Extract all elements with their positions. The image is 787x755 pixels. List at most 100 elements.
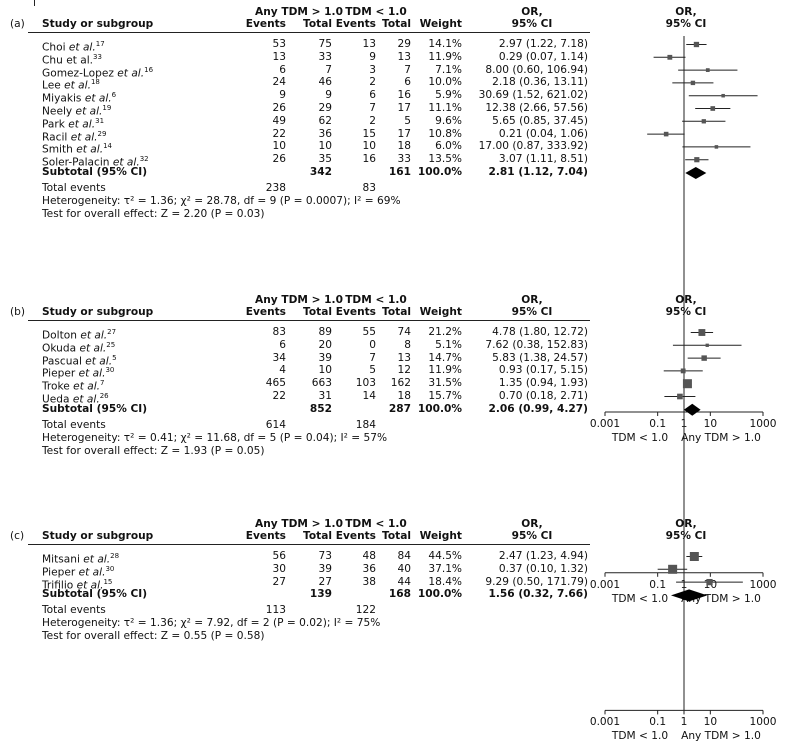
total-events-any: 238: [265, 182, 286, 194]
x-tick-label: 1000: [749, 578, 777, 591]
study-etal: et al.: [76, 579, 104, 592]
study-weight: 15.7%: [428, 390, 462, 402]
events-any: 30: [272, 562, 286, 575]
total-any: 35: [318, 153, 332, 166]
or-point-marker: [689, 552, 699, 561]
plot-header-line2: 95% CI: [665, 530, 707, 542]
plot-header-line1: OR,: [675, 518, 697, 530]
study-weight: 14.1%: [428, 38, 462, 50]
study-name: Dolton et al.27: [42, 326, 116, 343]
weight-header: Weight: [419, 530, 462, 542]
or-point-marker: [668, 564, 678, 574]
events-tdm: 2: [369, 76, 376, 89]
study-ci: 0.93 (0.17, 5.15): [498, 364, 588, 377]
study-name: Chu et al.33: [42, 51, 102, 68]
study-author: Soler-Palacin: [42, 156, 113, 169]
or-point-marker: [693, 41, 700, 48]
study-author: Choi: [42, 41, 69, 54]
subtotal-ci: 2.06 (0.99, 4.27): [488, 402, 589, 415]
or-point-marker: [721, 93, 725, 98]
study-weight: 10.0%: [428, 76, 462, 89]
study-author: Racil: [42, 131, 71, 144]
study-name: Neely et al.19: [42, 102, 111, 119]
heterogeneity-text: Heterogeneity: τ² = 1.36; χ² = 7.92, df …: [42, 617, 381, 630]
study-author: Pascual: [42, 355, 86, 368]
events-any: 6: [279, 63, 286, 76]
study-etal: et al.: [64, 79, 91, 92]
study-weight: 44.5%: [428, 550, 462, 562]
events-any: 9: [279, 89, 286, 102]
tdm-group-header: TDM < 1.0: [345, 518, 407, 530]
study-etal: et al.: [72, 393, 100, 406]
total-any: 75: [318, 38, 332, 50]
axis-right-label: Any TDM > 1.0: [681, 730, 761, 743]
total-header-any: Total: [303, 530, 332, 542]
total-tdm: 8: [404, 338, 411, 351]
study-weight: 11.1%: [428, 102, 462, 114]
subtotal-label: Subtotal (95% CI): [42, 588, 148, 601]
total-events-label: Total events: [42, 418, 106, 431]
study-ci: 7.62 (0.38, 152.83): [485, 338, 588, 351]
events-tdm: 38: [362, 575, 376, 588]
study-weight: 11.9%: [428, 50, 462, 63]
study-reference: 14: [103, 142, 112, 151]
x-tick-label: 1000: [749, 716, 777, 729]
subtotal-total-any: 342: [309, 166, 332, 178]
study-ci: 2.47 (1.23, 4.94): [498, 550, 588, 562]
or-header-line1: OR,: [521, 6, 543, 18]
study-name: Choi et al.17: [42, 38, 105, 55]
total-any: 27: [318, 575, 332, 588]
study-ci: 4.78 (1.80, 12.72): [492, 326, 588, 338]
study-author: Mitsani: [42, 553, 84, 566]
study-author: Miyakis: [42, 92, 85, 105]
study-ci: 5.83 (1.38, 24.57): [492, 351, 588, 364]
total-any: 10: [318, 140, 332, 153]
study-weight: 5.1%: [435, 338, 462, 351]
study-author: Ueda: [42, 393, 73, 406]
total-tdm: 162: [390, 377, 411, 390]
total-events-tdm: 184: [355, 418, 376, 431]
total-tdm: 74: [397, 326, 411, 338]
total-tdm: 17: [397, 127, 411, 140]
subtotal-label: Subtotal (95% CI): [42, 166, 148, 178]
study-ci: 30.69 (1.52, 621.02): [478, 89, 588, 102]
study-etal: et al.: [68, 118, 96, 131]
events-tdm: 55: [362, 326, 376, 338]
study-ci: 0.37 (0.10, 1.32): [498, 562, 588, 575]
study-ci: 1.35 (0.94, 1.93): [498, 377, 588, 390]
events-any: 465: [265, 377, 286, 390]
or-point-marker: [677, 393, 683, 400]
events-tdm: 16: [362, 153, 376, 166]
study-author: Gomez-Lopez: [42, 67, 118, 80]
header-separator: [28, 32, 590, 33]
study-reference: 6: [111, 91, 117, 100]
study-name: Okuda et al.25: [42, 339, 115, 356]
events-tdm: 36: [362, 562, 376, 575]
study-author: Pieper: [42, 367, 79, 380]
events-any: 26: [272, 153, 286, 166]
total-any: 33: [318, 50, 332, 63]
study-ci: 12.38 (2.66, 57.56): [485, 102, 588, 114]
total-events-tdm: 83: [362, 182, 376, 194]
or-point-marker: [701, 355, 707, 361]
events-any: 49: [272, 114, 286, 127]
events-header-tdm: Events: [335, 306, 376, 318]
events-any: 34: [272, 351, 286, 364]
or-point-marker: [714, 145, 719, 149]
study-etal: et al.: [85, 355, 113, 368]
study-name: Gomez-Lopez et al.16: [42, 64, 153, 81]
study-weight: 6.0%: [435, 140, 462, 153]
pooled-effect-diamond: [685, 167, 707, 179]
total-events-label: Total events: [42, 182, 106, 194]
total-any: 39: [318, 351, 332, 364]
tdm-group-header: TDM < 1.0: [345, 294, 407, 306]
study-reference: 17: [95, 40, 105, 48]
study-name: Pieper et al.30: [42, 364, 114, 381]
subtotal-weight: 100.0%: [417, 402, 462, 415]
pooled-effect-diamond: [683, 403, 701, 416]
study-ci: 2.97 (1.22, 7.18): [498, 38, 588, 50]
total-header-tdm: Total: [382, 18, 411, 30]
total-any: 10: [318, 364, 332, 377]
total-tdm: 13: [397, 351, 411, 364]
total-tdm: 17: [397, 102, 411, 114]
